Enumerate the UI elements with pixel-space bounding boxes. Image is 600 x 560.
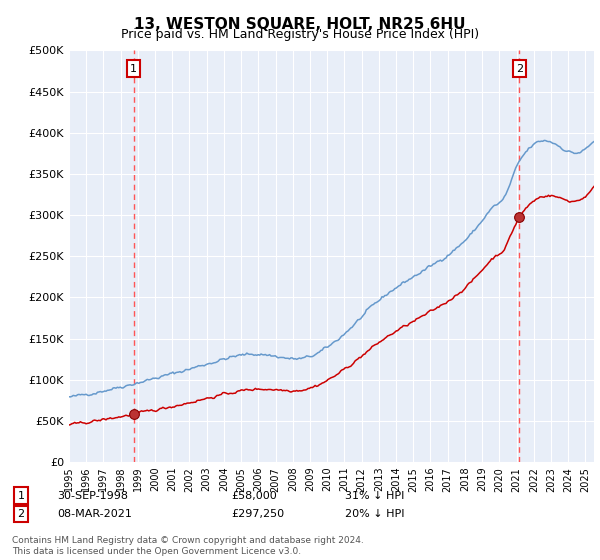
Text: Price paid vs. HM Land Registry's House Price Index (HPI): Price paid vs. HM Land Registry's House … xyxy=(121,28,479,41)
Text: 08-MAR-2021: 08-MAR-2021 xyxy=(57,509,132,519)
Text: 31% ↓ HPI: 31% ↓ HPI xyxy=(345,491,404,501)
Text: £58,000: £58,000 xyxy=(231,491,277,501)
Text: 2: 2 xyxy=(17,509,25,519)
Text: 1: 1 xyxy=(130,63,137,73)
Text: 30-SEP-1998: 30-SEP-1998 xyxy=(57,491,128,501)
Text: 20% ↓ HPI: 20% ↓ HPI xyxy=(345,509,404,519)
Text: 2: 2 xyxy=(516,63,523,73)
Text: Contains HM Land Registry data © Crown copyright and database right 2024.
This d: Contains HM Land Registry data © Crown c… xyxy=(12,536,364,556)
Text: £297,250: £297,250 xyxy=(231,509,284,519)
Text: 13, WESTON SQUARE, HOLT, NR25 6HU: 13, WESTON SQUARE, HOLT, NR25 6HU xyxy=(134,17,466,32)
Text: 1: 1 xyxy=(17,491,25,501)
